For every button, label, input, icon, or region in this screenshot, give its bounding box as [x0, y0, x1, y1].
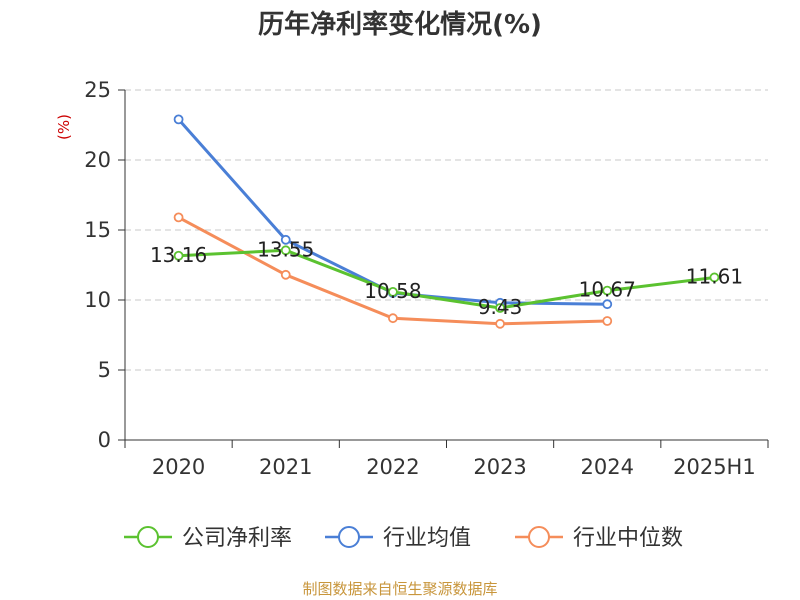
legend-label: 行业中位数: [573, 526, 683, 551]
y-axis-unit: (%): [55, 114, 73, 140]
legend-label: 公司净利率: [182, 526, 292, 551]
legend-marker: [528, 526, 550, 548]
axes: 0 5 10 15 20 25 2020 2021 2022 2023 2024 2025H1: [84, 78, 769, 479]
data-point: [495, 318, 505, 329]
data-point: [388, 313, 398, 324]
legend-label: 行业均值: [383, 526, 471, 551]
data-label: 10.67: [579, 278, 636, 302]
series-line: [177, 118, 608, 306]
grid: [125, 89, 768, 371]
data-point: [495, 303, 505, 313]
legend: 公司净利率 行业均值 行业中位数: [124, 526, 683, 551]
y-tick-label: 20: [84, 148, 111, 172]
data-labels: 13.16 13.55 10.58 9.43 10.67 11.61: [150, 237, 743, 319]
legend-marker: [338, 526, 360, 548]
data-point: [173, 114, 184, 125]
source-note: 制图数据来自恒生聚源数据库: [302, 580, 497, 598]
legend-marker: [137, 526, 159, 548]
series-line: [178, 248, 715, 310]
data-point: [280, 269, 291, 280]
data-label: 13.16: [150, 243, 207, 267]
series-line: [177, 216, 608, 326]
data-point: [280, 245, 291, 256]
y-tick-label: 25: [84, 78, 111, 102]
chart-title: 历年净利率变化情况(%): [258, 9, 542, 40]
y-tick-label: 5: [98, 358, 111, 382]
x-tick-label: 2022: [366, 455, 419, 479]
x-tick-label: 2024: [581, 455, 634, 479]
x-tick-label: 2021: [259, 455, 312, 479]
x-tick-label: 2020: [152, 455, 205, 479]
data-point: [280, 234, 291, 245]
data-label: 9.43: [478, 295, 523, 319]
y-tick-label: 15: [84, 218, 111, 242]
data-point: [388, 286, 398, 297]
series-layer: [173, 114, 720, 329]
data-label: 10.58: [364, 279, 421, 303]
data-point: [602, 299, 613, 310]
y-tick-label: 0: [98, 428, 111, 452]
data-point: [173, 250, 184, 261]
x-tick-label: 2025H1: [673, 455, 756, 479]
data-label: 13.55: [257, 237, 314, 261]
data-point: [173, 212, 184, 223]
y-tick-label: 10: [84, 288, 111, 312]
data-label: 11.61: [686, 264, 743, 288]
x-tick-label: 2023: [473, 455, 526, 479]
data-point: [602, 285, 613, 296]
data-point: [602, 316, 613, 326]
data-point: [709, 272, 720, 283]
